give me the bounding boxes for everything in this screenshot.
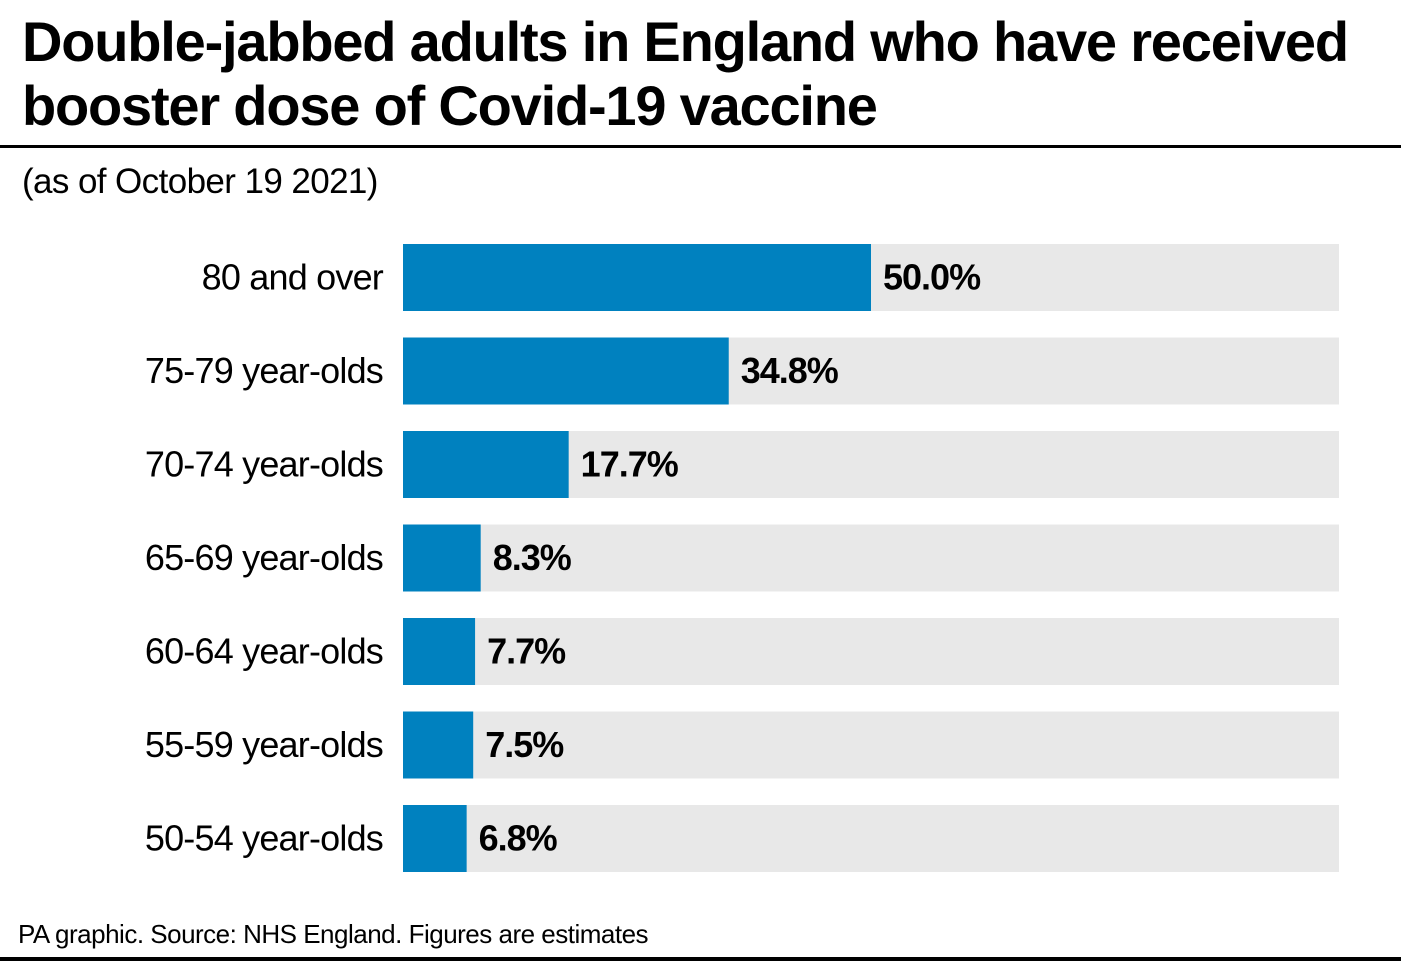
bar (403, 711, 474, 779)
bar (403, 337, 729, 405)
bar (403, 805, 467, 872)
bar-row: 75-79 year-olds 34.8% (145, 337, 1339, 405)
source-credit: PA graphic. Source: NHS England. Figures… (18, 919, 649, 949)
bar-track (403, 805, 1339, 872)
title-divider (0, 145, 1401, 148)
bar-track (403, 524, 1339, 592)
value-label: 8.3% (493, 537, 572, 578)
category-label: 70-74 year-olds (145, 444, 383, 485)
chart-title: Double-jabbed adults in England who have… (22, 10, 1349, 137)
bar (403, 524, 481, 592)
bar-track (403, 711, 1339, 779)
bar (403, 431, 569, 498)
category-label: 50-54 year-olds (145, 818, 383, 859)
bar (403, 618, 476, 685)
bar-row: 60-64 year-olds 7.7% (145, 618, 1339, 685)
category-label: 55-59 year-olds (145, 724, 383, 765)
category-label: 80 and over (202, 257, 384, 298)
bar-row: 80 and over 50.0% (202, 244, 1339, 311)
value-label: 34.8% (741, 350, 839, 391)
bar-row: 55-59 year-olds 7.5% (145, 711, 1339, 779)
category-label: 75-79 year-olds (145, 350, 383, 391)
value-label: 7.5% (485, 724, 564, 765)
category-label: 60-64 year-olds (145, 631, 383, 672)
chart-subtitle: (as of October 19 2021) (22, 162, 378, 201)
value-label: 17.7% (581, 444, 679, 485)
value-label: 7.7% (487, 631, 566, 672)
value-label: 50.0% (883, 257, 981, 298)
footer-divider (0, 957, 1401, 961)
bar-row: 65-69 year-olds 8.3% (145, 524, 1339, 592)
bar (403, 244, 871, 311)
bar-track (403, 618, 1339, 685)
value-label: 6.8% (479, 818, 558, 859)
category-label: 65-69 year-olds (145, 537, 383, 578)
bar-row: 50-54 year-olds 6.8% (145, 805, 1339, 872)
bar-row: 70-74 year-olds 17.7% (145, 431, 1339, 498)
